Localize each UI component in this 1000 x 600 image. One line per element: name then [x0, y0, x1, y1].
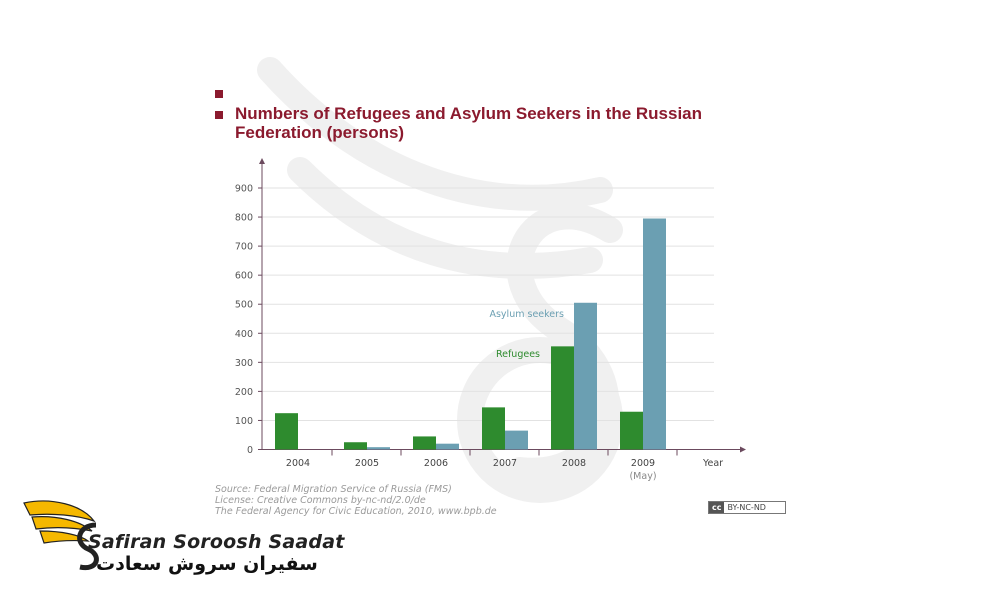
x-tick-label: 2006 [424, 458, 448, 469]
bar-refugees [620, 411, 643, 450]
y-tick-label: 900 [235, 184, 253, 195]
cc-license-text: BY-NC-ND [727, 503, 766, 512]
y-tick-label: 700 [235, 242, 253, 253]
x-axis-arrow [740, 446, 746, 453]
source-notes: Source: Federal Migration Service of Rus… [215, 484, 497, 517]
bar-refugees [413, 436, 436, 450]
bar-asylum-seekers [643, 218, 666, 450]
x-tick-sublabel: (May) [629, 471, 656, 482]
title-bullet [215, 111, 223, 119]
x-tick-label: 2005 [355, 458, 379, 469]
series-label-refugees: Refugees [496, 349, 540, 360]
cc-license-badge[interactable]: cc BY-NC-ND [708, 501, 786, 514]
x-tick-label: 2009 [631, 458, 655, 469]
x-tick-label: 2004 [286, 458, 310, 469]
x-tick-label: 2007 [493, 458, 517, 469]
y-tick-label: 500 [235, 300, 253, 311]
y-tick-label: 600 [235, 271, 253, 282]
source-line: Source: Federal Migration Service of Rus… [215, 484, 452, 495]
bar-asylum-seekers [505, 430, 528, 450]
publisher-line: The Federal Agency for Civic Education, … [215, 506, 497, 517]
bar-asylum-seekers [574, 302, 597, 450]
bar-refugees [482, 407, 505, 450]
brand-name-fa: سفیران سروش سعادت [96, 553, 318, 575]
y-axis-arrow [259, 158, 265, 164]
y-tick-label: 400 [235, 329, 253, 340]
bar-asylum-seekers [367, 447, 390, 450]
y-tick-label: 800 [235, 213, 253, 224]
y-tick-label: 300 [235, 358, 253, 369]
winged-s-logo-icon [23, 500, 99, 571]
series-label-asylum-seekers: Asylum seekers [489, 309, 564, 320]
bar-asylum-seekers [436, 443, 459, 450]
license-line: License: Creative Commons by-nc-nd/2.0/d… [215, 495, 426, 506]
chart-title: Numbers of Refugees and Asylum Seekers i… [235, 104, 703, 142]
bar-refugees [344, 442, 367, 450]
title-bullet [215, 90, 223, 98]
cc-icon: cc [709, 502, 725, 513]
bar-refugees [551, 346, 574, 450]
bar-refugees [275, 413, 298, 450]
y-tick-label: 200 [235, 387, 253, 398]
x-tick-label: 2008 [562, 458, 586, 469]
y-tick-label: 100 [235, 416, 253, 427]
brand-name-en: Safiran Soroosh Saadat [88, 531, 345, 553]
y-tick-label: 0 [247, 445, 253, 456]
x-axis-label: Year [702, 458, 723, 469]
